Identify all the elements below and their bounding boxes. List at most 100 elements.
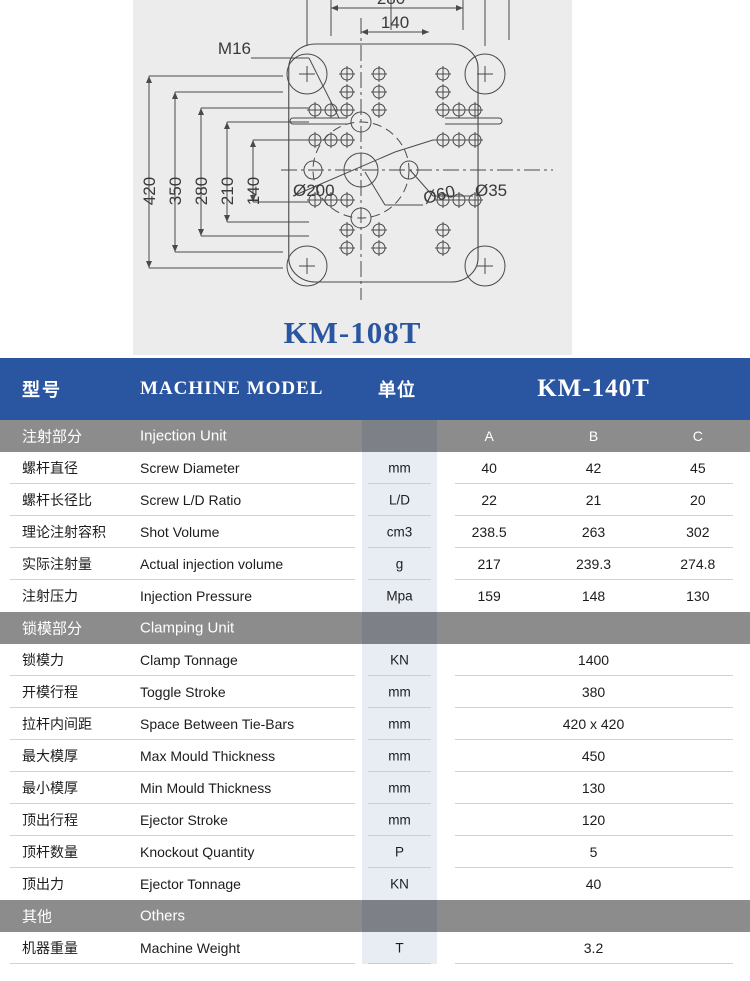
dim-left-280: 280 (192, 177, 211, 205)
row-separator (455, 835, 733, 836)
row-values: 1400 (437, 652, 750, 668)
row-label-cn: 注射压力 (22, 588, 78, 604)
table-header-row: 型号 MACHINE MODEL 单位 KM-140T (0, 358, 750, 420)
table-section-row: 其他 Others (0, 900, 750, 932)
row-label-en: Ejector Stroke (140, 812, 228, 828)
dim-top-140: 140 (381, 13, 409, 32)
header-model-value: KM-140T (537, 375, 650, 402)
row-separator (10, 483, 355, 484)
row-separator (455, 867, 733, 868)
row-value-cell: 22 (481, 492, 497, 508)
table-section-row: 锁模部分 Clamping Unit (0, 612, 750, 644)
row-value-cell: B (588, 428, 599, 444)
table-row: 锁模力 Clamp Tonnage KN 1400 (0, 644, 750, 676)
row-unit: mm (388, 812, 411, 828)
row-separator (10, 739, 355, 740)
row-separator (455, 515, 733, 516)
row-label-en: Toggle Stroke (140, 684, 226, 700)
row-values: 40 42 45 (437, 460, 750, 476)
row-separator (10, 867, 355, 868)
row-separator (10, 835, 355, 836)
row-label-cn: 拉杆内间距 (22, 716, 92, 732)
table-row: 机器重量 Machine Weight T 3.2 (0, 932, 750, 964)
row-label-en: Machine Weight (140, 940, 241, 956)
row-label-cn: 理论注射容积 (22, 524, 106, 540)
table-row: 拉杆内间距 Space Between Tie-Bars mm 420 x 420 (0, 708, 750, 740)
row-value-cell: 380 (581, 684, 606, 700)
row-unit: Mpa (386, 588, 413, 604)
drawing-model-title: KM-108T (283, 315, 422, 350)
row-values: 5 (437, 844, 750, 860)
row-unit: mm (388, 780, 411, 796)
row-separator (368, 771, 431, 772)
table-row: 实际注射量 Actual injection volume g 217 239.3 274… (0, 548, 750, 580)
row-separator (455, 803, 733, 804)
table-row: 最小模厚 Min Mould Thickness mm 130 (0, 772, 750, 804)
row-separator (368, 739, 431, 740)
row-values: A B C (437, 428, 750, 444)
table-row: 螺杆直径 Screw Diameter mm 40 42 45 (0, 452, 750, 484)
table-row: 顶出行程 Ejector Stroke mm 120 (0, 804, 750, 836)
row-separator (368, 803, 431, 804)
row-label-cn: 螺杆直径 (22, 460, 78, 476)
row-label-cn: 最大模厚 (22, 748, 78, 764)
row-separator (368, 579, 431, 580)
row-unit: mm (388, 748, 411, 764)
row-values: 380 (437, 684, 750, 700)
table-row: 注射压力 Injection Pressure Mpa 159 148 130 (0, 580, 750, 612)
row-unit: mm (388, 716, 411, 732)
row-value-cell: 420 x 420 (562, 716, 625, 732)
row-unit: P (394, 844, 404, 860)
row-values: 40 (437, 876, 750, 892)
table-body: 注射部分 Injection Unit A B C 螺杆直径 Screw Diameter m… (0, 420, 750, 964)
row-separator (10, 579, 355, 580)
row-value-cell: A (484, 428, 494, 444)
row-values: 238.5 263 302 (437, 524, 750, 540)
row-label-en: Screw L/D Ratio (140, 492, 242, 508)
section-unit-tint (362, 420, 437, 452)
row-value-cell: 302 (686, 524, 710, 540)
dim-top-280: 280 (377, 0, 405, 8)
row-unit: cm3 (386, 524, 413, 540)
row-separator (10, 771, 355, 772)
section-unit-tint (362, 612, 437, 644)
row-value-cell: 130 (581, 780, 606, 796)
row-label-en: Ejector Tonnage (140, 876, 241, 892)
row-value-cell: 1400 (577, 652, 610, 668)
header-label-cn: 型号 (22, 380, 62, 400)
row-values: 120 (437, 812, 750, 828)
row-separator (10, 515, 355, 516)
dim-left-350: 350 (166, 177, 185, 205)
row-value-cell: 238.5 (471, 524, 507, 540)
row-separator (10, 803, 355, 804)
row-unit: T (395, 940, 404, 956)
row-label-en: Others (140, 907, 186, 925)
row-label-cn: 顶出力 (22, 876, 64, 892)
table-row: 开模行程 Toggle Stroke mm 380 (0, 676, 750, 708)
table-section-row: 注射部分 Injection Unit A B C (0, 420, 750, 452)
row-value-cell: 159 (477, 588, 501, 604)
row-values: 3.2 (437, 940, 750, 956)
row-values: 22 21 20 (437, 492, 750, 508)
row-label-cn: 机器重量 (22, 940, 78, 956)
row-label-cn: 锁模力 (22, 652, 64, 668)
table-row: 顶杆数量 Knockout Quantity P 5 (0, 836, 750, 868)
row-separator (455, 771, 733, 772)
row-value-cell: 45 (690, 460, 706, 476)
row-value-cell: 130 (686, 588, 710, 604)
row-separator (455, 739, 733, 740)
row-separator (368, 675, 431, 676)
row-separator (455, 707, 733, 708)
row-values: 159 148 130 (437, 588, 750, 604)
row-values: 450 (437, 748, 750, 764)
row-label-en: Injection Pressure (140, 588, 253, 604)
row-value-cell: 21 (585, 492, 602, 508)
row-label-cn: 顶杆数量 (22, 844, 78, 860)
row-value-cell: 40 (585, 876, 602, 892)
table-row: 顶出力 Ejector Tonnage KN 40 (0, 868, 750, 900)
row-separator (368, 963, 431, 964)
row-value-cell: 263 (581, 524, 606, 540)
row-label-en: Shot Volume (140, 524, 220, 540)
row-separator (10, 963, 355, 964)
row-separator (368, 515, 431, 516)
